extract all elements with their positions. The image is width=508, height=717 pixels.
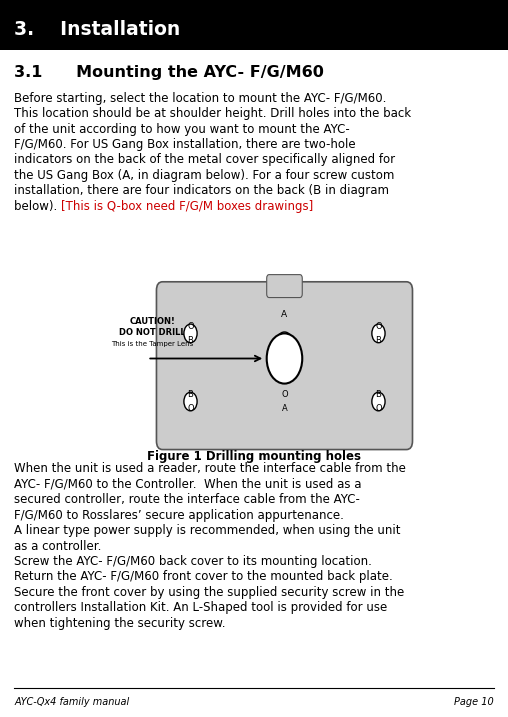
Text: B: B bbox=[187, 390, 194, 399]
Text: F/G/M60 to Rosslares’ secure application appurtenance.: F/G/M60 to Rosslares’ secure application… bbox=[14, 509, 344, 522]
Circle shape bbox=[184, 324, 197, 343]
Text: When the unit is used a reader, route the interface cable from the: When the unit is used a reader, route th… bbox=[14, 462, 406, 475]
Text: B: B bbox=[375, 336, 382, 345]
Text: O: O bbox=[375, 322, 382, 331]
Text: B: B bbox=[187, 336, 194, 345]
Text: Page 10: Page 10 bbox=[454, 697, 494, 707]
Text: secured controller, route the interface cable from the AYC-: secured controller, route the interface … bbox=[14, 493, 360, 506]
Text: of the unit according to how you want to mount the AYC-: of the unit according to how you want to… bbox=[14, 123, 350, 136]
Text: O: O bbox=[281, 390, 288, 399]
Text: A linear type power supply is recommended, when using the unit: A linear type power supply is recommende… bbox=[14, 524, 401, 537]
Text: the US Gang Box (A, in diagram below). For a four screw custom: the US Gang Box (A, in diagram below). F… bbox=[14, 168, 395, 182]
Text: AYC- F/G/M60 to the Controller.  When the unit is used as a: AYC- F/G/M60 to the Controller. When the… bbox=[14, 478, 362, 491]
Text: [This is Q-box need F/G/M boxes drawings]: [This is Q-box need F/G/M boxes drawings… bbox=[61, 199, 313, 213]
Text: AYC-Qx4 family manual: AYC-Qx4 family manual bbox=[14, 697, 130, 707]
Text: when tightening the security screw.: when tightening the security screw. bbox=[14, 617, 226, 630]
Circle shape bbox=[372, 392, 385, 411]
Text: Figure 1 Drilling mounting holes: Figure 1 Drilling mounting holes bbox=[147, 450, 361, 462]
FancyBboxPatch shape bbox=[267, 275, 302, 298]
Circle shape bbox=[267, 333, 302, 384]
Text: Secure the front cover by using the supplied security screw in the: Secure the front cover by using the supp… bbox=[14, 586, 404, 599]
Text: controllers Installation Kit. An L-Shaped tool is provided for use: controllers Installation Kit. An L-Shape… bbox=[14, 601, 388, 614]
Text: below).: below). bbox=[14, 199, 61, 213]
Text: A: A bbox=[281, 310, 288, 319]
Text: as a controller.: as a controller. bbox=[14, 540, 102, 553]
Text: DO NOT DRILL: DO NOT DRILL bbox=[119, 328, 186, 337]
Text: O: O bbox=[187, 322, 194, 331]
FancyBboxPatch shape bbox=[156, 282, 412, 450]
Text: installation, there are four indicators on the back (B in diagram: installation, there are four indicators … bbox=[14, 184, 389, 197]
Circle shape bbox=[372, 324, 385, 343]
Text: This is the Tamper Lens: This is the Tamper Lens bbox=[111, 341, 194, 347]
Circle shape bbox=[184, 392, 197, 411]
Text: indicators on the back of the metal cover specifically aligned for: indicators on the back of the metal cove… bbox=[14, 153, 395, 166]
Text: Before starting, select the location to mount the AYC- F/G/M60.: Before starting, select the location to … bbox=[14, 92, 387, 105]
Text: This location should be at shoulder height. Drill holes into the back: This location should be at shoulder heig… bbox=[14, 108, 411, 120]
Text: Screw the AYC- F/G/M60 back cover to its mounting location.: Screw the AYC- F/G/M60 back cover to its… bbox=[14, 555, 372, 568]
Text: F/G/M60. For US Gang Box installation, there are two-hole: F/G/M60. For US Gang Box installation, t… bbox=[14, 138, 356, 151]
Text: 3.1      Mounting the AYC- F/G/M60: 3.1 Mounting the AYC- F/G/M60 bbox=[14, 65, 324, 80]
Text: O: O bbox=[187, 404, 194, 413]
Text: CAUTION!: CAUTION! bbox=[130, 317, 175, 326]
Text: O: O bbox=[375, 404, 382, 413]
Text: Return the AYC- F/G/M60 front cover to the mounted back plate.: Return the AYC- F/G/M60 front cover to t… bbox=[14, 571, 393, 584]
Text: 3.    Installation: 3. Installation bbox=[14, 20, 180, 39]
Bar bbox=[0, 0, 508, 50]
Text: B: B bbox=[375, 390, 382, 399]
Text: A: A bbox=[281, 404, 288, 413]
Circle shape bbox=[276, 332, 293, 356]
